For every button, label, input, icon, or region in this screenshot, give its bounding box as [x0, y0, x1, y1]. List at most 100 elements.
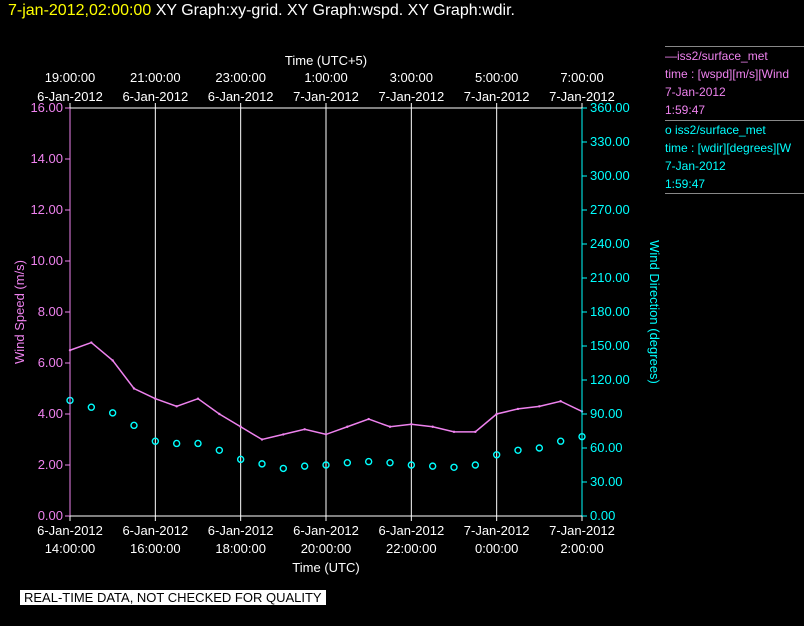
wind-speed-point	[303, 428, 306, 431]
bottom-tick-time: 20:00:00	[301, 541, 352, 556]
wind-speed-point	[559, 400, 562, 403]
right-tick-label: 360.00	[590, 100, 630, 115]
top-tick-date: 7-Jan-2012	[378, 89, 444, 104]
legend-wspd: —iss2/surface_met time : [wspd][m/s][Win…	[665, 46, 804, 119]
wind-speed-point	[410, 423, 413, 426]
bottom-tick-date: 6-Jan-2012	[378, 523, 444, 538]
bottom-tick-date: 6-Jan-2012	[122, 523, 188, 538]
left-tick-label: 2.00	[38, 457, 63, 472]
legend-wdir-source: o iss2/surface_met	[665, 123, 766, 137]
wind-direction-point	[194, 439, 202, 448]
left-tick-label: 4.00	[38, 406, 63, 421]
bottom-tick-time: 16:00:00	[130, 541, 181, 556]
graph-header: 7-jan-2012,02:00:00 XY Graph:xy-grid. XY…	[8, 2, 515, 20]
wind-direction-point	[428, 462, 437, 470]
wind-direction-point	[386, 459, 394, 467]
wind-direction-point	[300, 462, 309, 470]
top-tick-date: 7-Jan-2012	[464, 89, 530, 104]
wind-speed-point	[175, 405, 178, 408]
wind-direction-point	[87, 403, 96, 411]
bottom-tick-date: 6-Jan-2012	[208, 523, 274, 538]
left-tick-label: 0.00	[38, 508, 63, 523]
wind-speed-point	[196, 397, 200, 400]
right-tick-label: 240.00	[590, 236, 630, 251]
wind-speed-point	[90, 341, 93, 344]
quality-disclaimer: REAL-TIME DATA, NOT CHECKED FOR QUALITY	[20, 590, 326, 605]
wind-speed-point	[218, 412, 221, 416]
right-tick-label: 30.00	[590, 474, 623, 489]
wind-speed-point	[452, 430, 456, 434]
top-tick-date: 6-Jan-2012	[122, 89, 188, 104]
right-tick-label: 0.00	[590, 508, 615, 523]
right-tick-label: 180.00	[590, 304, 630, 319]
left-tick-label: 8.00	[38, 304, 63, 319]
top-tick-time: 5:00:00	[475, 70, 518, 85]
wind-direction-point	[364, 457, 373, 466]
wind-direction-point	[322, 461, 330, 469]
right-tick-label: 150.00	[590, 338, 630, 353]
right-tick-label: 300.00	[590, 168, 630, 183]
wind-speed-point	[474, 430, 477, 434]
wind-direction-point	[514, 446, 522, 454]
wind-direction-point	[258, 460, 266, 468]
top-tick-date: 6-Jan-2012	[37, 89, 103, 104]
left-tick-label: 16.00	[30, 100, 63, 115]
wind-direction-point	[130, 421, 138, 430]
legend-wspd-source: —iss2/surface_met	[665, 49, 768, 63]
legend-wdir-time: 1:59:47	[665, 177, 706, 191]
wind-direction-point	[556, 437, 565, 445]
top-tick-time: 3:00:00	[390, 70, 433, 85]
top-tick-date: 6-Jan-2012	[208, 89, 274, 104]
legend-wspd-time: 1:59:47	[665, 103, 706, 117]
right-tick-label: 120.00	[590, 372, 630, 387]
wind-speed-point	[324, 433, 328, 436]
legend-wspd-date: 7-Jan-2012	[665, 85, 726, 99]
wind-direction-point	[108, 409, 117, 417]
left-tick-label: 6.00	[38, 355, 63, 370]
bottom-tick-time: 22:00:00	[386, 541, 437, 556]
right-tick-label: 210.00	[590, 270, 630, 285]
legend-wdir: o iss2/surface_met time : [wdir][degrees…	[665, 120, 804, 194]
bottom-tick-date: 6-Jan-2012	[37, 523, 103, 538]
wind-direction-point	[215, 446, 224, 454]
right-axis-title: Wind Direction (degrees)	[647, 240, 662, 384]
top-axis-title: Time (UTC+5)	[285, 53, 367, 68]
bottom-tick-date: 7-Jan-2012	[464, 523, 530, 538]
wind-direction-point	[407, 461, 416, 469]
wind-speed-point	[132, 387, 136, 390]
left-tick-label: 10.00	[30, 253, 63, 268]
wind-speed-point	[367, 417, 370, 421]
wind-speed-point	[538, 405, 541, 408]
legend-wspd-variable: time : [wspd][m/s][Wind	[665, 67, 790, 81]
right-tick-label: 270.00	[590, 202, 630, 217]
wind-speed-point	[260, 438, 264, 441]
wind-speed-point	[388, 425, 392, 428]
wind-direction-point	[450, 463, 458, 471]
bottom-tick-time: 0:00:00	[475, 541, 518, 556]
wind-speed-point	[516, 407, 520, 411]
left-tick-label: 12.00	[30, 202, 63, 217]
wind-direction-point	[151, 437, 160, 445]
right-tick-label: 60.00	[590, 440, 623, 455]
legend-wdir-variable: time : [wdir][degrees][W	[665, 141, 792, 155]
legend-wdir-date: 7-Jan-2012	[665, 159, 726, 173]
top-tick-time: 23:00:00	[215, 70, 266, 85]
wind-direction-point	[236, 455, 245, 464]
bottom-tick-time: 2:00:00	[560, 541, 603, 556]
top-tick-time: 1:00:00	[304, 70, 347, 85]
wind-direction-point	[492, 451, 501, 459]
wind-speed-point	[154, 397, 157, 400]
right-tick-label: 90.00	[590, 406, 623, 421]
top-tick-date: 7-Jan-2012	[293, 89, 359, 104]
wind-direction-point	[172, 439, 181, 448]
bottom-tick-date: 6-Jan-2012	[293, 523, 359, 538]
top-tick-time: 7:00:00	[560, 70, 603, 85]
top-tick-date: 7-Jan-2012	[549, 89, 615, 104]
wind-speed-point	[431, 425, 434, 428]
wind-speed-point	[346, 425, 349, 428]
bottom-tick-time: 18:00:00	[215, 541, 266, 556]
timestamp: 7-jan-2012,02:00:00	[8, 2, 152, 19]
right-tick-label: 330.00	[590, 134, 630, 149]
wind-direction-point	[535, 444, 544, 452]
